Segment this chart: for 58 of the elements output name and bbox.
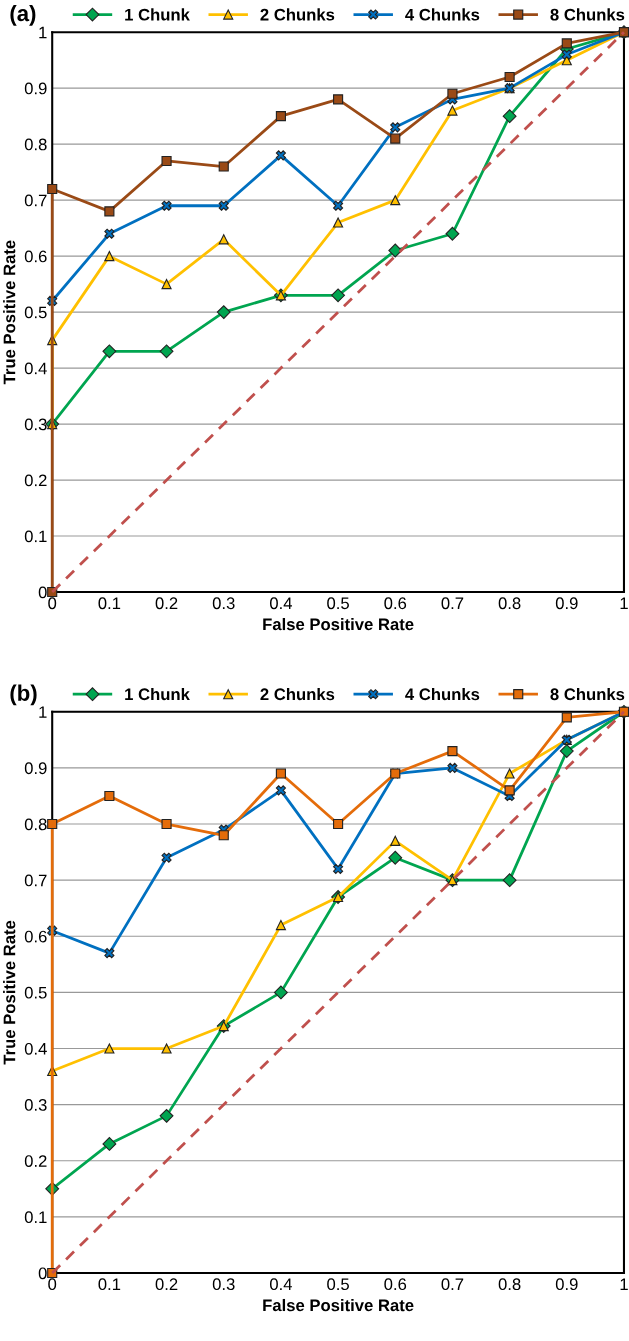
y-tick-label: 1 — [39, 26, 47, 39]
chart-title: (a) — [10, 4, 36, 26]
y-tick-label: 0.8 — [24, 138, 47, 151]
x-tick-label: 0.6 — [384, 597, 407, 610]
x-tick-label: 0.2 — [155, 597, 178, 610]
legend-label: 2 Chunks — [260, 687, 335, 701]
x-tick-label: 0.6 — [384, 1278, 407, 1291]
y-tick-label: 0.4 — [24, 1042, 47, 1055]
y-tick-label: 0.7 — [24, 874, 47, 887]
x-tick-label: 0 — [48, 1278, 57, 1291]
legend-label: 1 Chunk — [125, 687, 190, 701]
x-axis-title: False Positive Rate — [263, 618, 414, 631]
x-tick-label: 0.3 — [212, 1278, 235, 1291]
y-tick-label: 0.5 — [24, 986, 47, 999]
y-tick-label: 0.8 — [24, 818, 47, 831]
legend-label: 8 Chunks — [550, 687, 625, 701]
legend-label: 2 Chunks — [260, 8, 335, 21]
y-tick-label: 0.3 — [24, 1099, 47, 1111]
y-tick-label: 0.2 — [24, 474, 47, 487]
y-tick-label: 0.9 — [24, 762, 47, 775]
y-axis-title: True Positive Rate — [3, 240, 16, 385]
x-tick-label: 0.5 — [327, 597, 349, 610]
x-tick-label: 0.8 — [498, 597, 521, 610]
legend-label: 8 Chunks — [550, 8, 625, 21]
y-tick-label: 0.1 — [24, 530, 47, 543]
x-tick-label: 1 — [620, 597, 628, 609]
y-tick-label: 0 — [38, 1267, 47, 1280]
x-axis-title: False Positive Rate — [263, 1298, 414, 1312]
y-tick-label: 0.6 — [24, 930, 47, 943]
x-tick-label: 0.9 — [555, 1278, 578, 1291]
y-tick-label: 0.9 — [24, 82, 47, 95]
y-tick-label: 0.6 — [24, 250, 47, 263]
legend-label: 4 Chunks — [405, 8, 480, 21]
x-tick-label: 0.5 — [327, 1278, 349, 1291]
x-tick-label: 0.1 — [98, 1278, 121, 1291]
chart-title: (b) — [10, 684, 37, 706]
x-tick-label: 0.9 — [555, 597, 578, 610]
y-axis-title: True Positive Rate — [3, 920, 16, 1065]
x-tick-label: 0.2 — [155, 1278, 178, 1291]
y-tick-label: 0.4 — [24, 362, 47, 375]
x-tick-label: 0.1 — [98, 597, 121, 610]
x-tick-label: 0.7 — [441, 597, 464, 610]
legend-label: 1 Chunk — [125, 8, 190, 21]
x-tick-label: 0.3 — [212, 597, 235, 610]
x-tick-label: 1 — [620, 1278, 628, 1290]
x-tick-label: 0.4 — [269, 597, 293, 610]
y-tick-label: 1 — [39, 706, 47, 718]
y-tick-label: 0.2 — [24, 1155, 47, 1167]
y-tick-label: 0 — [38, 586, 47, 599]
y-tick-label: 0.5 — [24, 306, 47, 319]
x-tick-label: 0.8 — [498, 1278, 521, 1291]
y-tick-label: 0.1 — [24, 1211, 47, 1224]
y-tick-label: 0.7 — [24, 194, 47, 207]
x-tick-label: 0 — [48, 597, 57, 610]
legend-label: 4 Chunks — [405, 687, 480, 701]
x-tick-label: 0.4 — [269, 1278, 293, 1291]
x-tick-label: 0.7 — [441, 1278, 464, 1291]
y-tick-label: 0.3 — [24, 418, 47, 431]
